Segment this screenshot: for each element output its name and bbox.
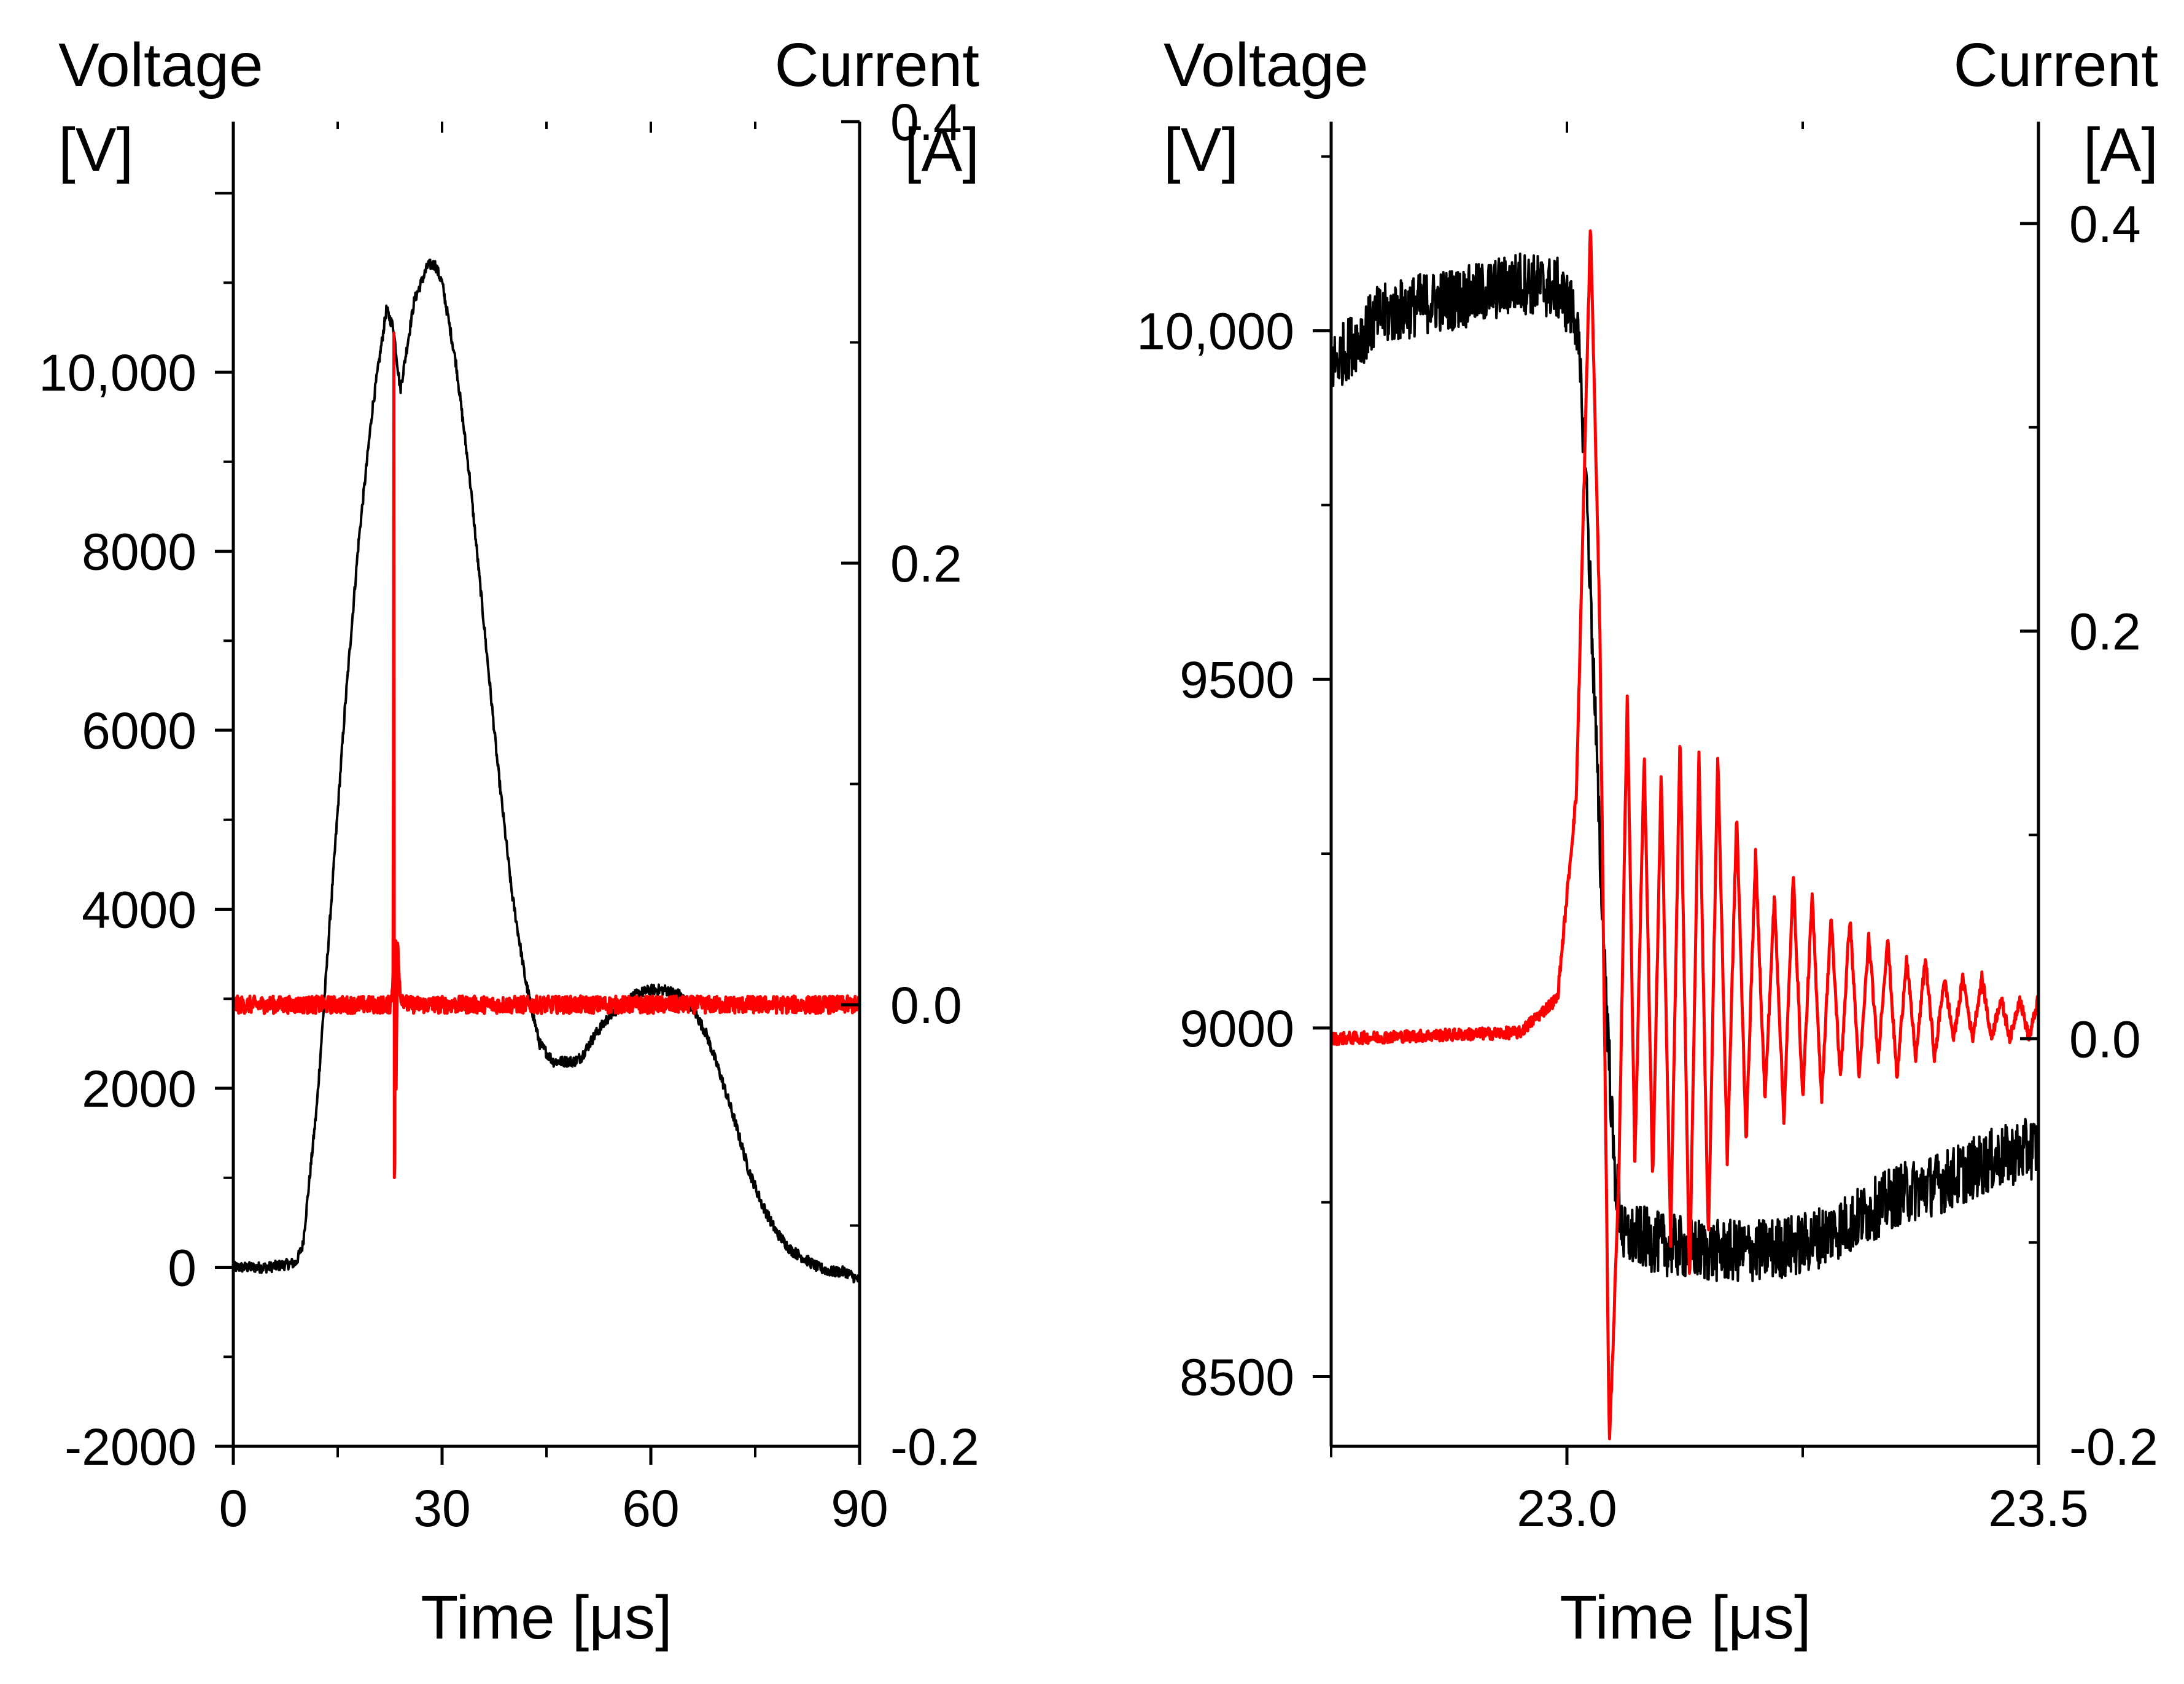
left-x-tick-label: 0: [219, 1479, 248, 1537]
left-series-voltage-line: [233, 259, 860, 1284]
right-y-right-tick-label: 0.0: [2069, 1010, 2141, 1068]
left-y-left-tick-label: 2000: [82, 1060, 196, 1118]
left-y-right-tick-label: 0.4: [890, 93, 962, 151]
left-panel-voltage-title: Voltage: [58, 31, 263, 99]
right-axes: 8500 9000 9500 10,000 -0.2 0.0 0.2 0.4 23.0 23.5: [1137, 122, 2158, 1537]
left-y-left-tick-label: 8000: [82, 523, 196, 581]
right-y-right-tick-label: 0.4: [2069, 195, 2141, 253]
left-y-left-tick-label: 4000: [82, 881, 196, 939]
right-series-voltage-line: [1331, 252, 2038, 1282]
left-panel-x-axis-title: Time [μs]: [421, 1583, 672, 1652]
right-plot-area: 8500 9000 9500 10,000 -0.2 0.0 0.2 0.4 23.0 23.5: [1137, 122, 2158, 1537]
right-panel-current-unit: [A]: [2083, 115, 2158, 184]
left-axes: -2000 0 2000 4000 6000 8000 10,000 -0.2 0.0 0.2 0.…: [39, 93, 979, 1537]
right-panel-voltage-title: Voltage: [1164, 31, 1369, 99]
right-y-right-tick-label: 0.2: [2069, 603, 2141, 661]
right-y-left-tick-label: 9000: [1179, 1000, 1294, 1058]
left-panel-voltage-unit: [V]: [58, 115, 133, 184]
right-y-left-tick-label: 8500: [1179, 1348, 1294, 1406]
left-panel-current-title: Current: [775, 31, 980, 99]
left-plot-area: -2000 0 2000 4000 6000 8000 10,000 -0.2 0.0 0.2 0.…: [39, 93, 979, 1537]
left-series-current-line: [233, 331, 860, 1179]
right-panel-x-axis-title: Time [μs]: [1560, 1583, 1811, 1652]
left-y-left-tick-label: 6000: [82, 702, 196, 760]
right-panel-current-title: Current: [1954, 31, 2159, 99]
left-y-left-tick-label: 10,000: [39, 344, 196, 402]
left-y-right-tick-label: 0.0: [890, 976, 962, 1034]
right-x-tick-label: 23.5: [1988, 1479, 2089, 1537]
right-panel: Voltage [V] Current [A] 8500 9000 9500 10,0…: [1137, 31, 2158, 1652]
left-panel-current-unit: [A]: [904, 115, 979, 184]
left-y-left-tick-label: 0: [168, 1239, 196, 1297]
right-y-left-tick-label: 9500: [1179, 651, 1294, 709]
left-y-left-tick-label: -2000: [64, 1418, 196, 1476]
left-y-right-tick-label: 0.2: [890, 535, 962, 593]
left-x-tick-label: 90: [831, 1479, 888, 1537]
right-panel-voltage-unit: [V]: [1164, 115, 1238, 184]
left-panel: Voltage [V] Current [A] -2000 0 2000 4000 60…: [39, 31, 979, 1652]
right-x-tick-label: 23.0: [1517, 1479, 1617, 1537]
left-series-layer: [233, 259, 860, 1284]
left-y-right-tick-label: -0.2: [890, 1418, 979, 1476]
right-y-left-tick-label: 10,000: [1137, 303, 1294, 361]
left-x-tick-label: 60: [622, 1479, 679, 1537]
right-series-layer: [1331, 229, 2038, 1441]
right-y-right-tick-label: -0.2: [2069, 1418, 2158, 1476]
right-series-current-line: [1331, 229, 2038, 1441]
left-x-tick-label: 30: [413, 1479, 470, 1537]
